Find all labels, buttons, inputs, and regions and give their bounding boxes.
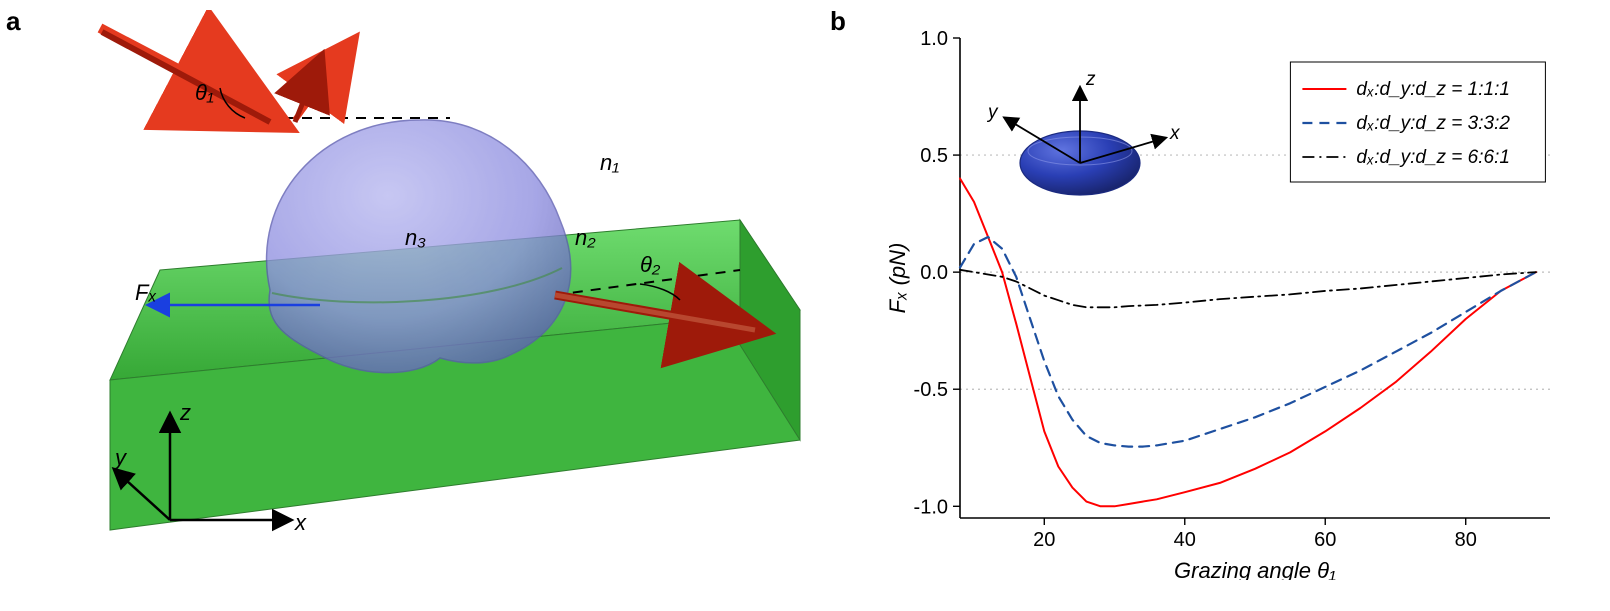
figure-root: a bbox=[0, 0, 1610, 611]
n3-label: n₃ bbox=[405, 225, 426, 250]
panel-b-label: b bbox=[830, 6, 846, 37]
reflected-rays bbox=[295, 45, 350, 122]
n2-label: n₂ bbox=[575, 225, 596, 250]
theta1-label: θ₁ bbox=[195, 80, 214, 105]
panel-a-label: a bbox=[6, 6, 20, 37]
inset-axis-label: x bbox=[1169, 123, 1181, 144]
series-ratio-3-3-2 bbox=[960, 237, 1536, 447]
x-tick-label: 20 bbox=[1033, 529, 1055, 551]
theta2-label: θ₂ bbox=[640, 252, 661, 277]
y-tick-label: 0.5 bbox=[920, 145, 948, 167]
y-tick-label: 0.0 bbox=[920, 262, 948, 284]
axis-x-label: x bbox=[294, 510, 307, 535]
x-tick-label: 60 bbox=[1314, 529, 1336, 551]
x-axis-label: Grazing angle θ₁ bbox=[1174, 558, 1336, 580]
y-tick-label: 1.0 bbox=[920, 28, 948, 50]
legend-label: dₓ:d_y:d_z = 6:6:1 bbox=[1356, 147, 1510, 168]
legend-label: dₓ:d_y:d_z = 1:1:1 bbox=[1356, 79, 1510, 100]
x-tick-label: 40 bbox=[1174, 529, 1196, 551]
incident-ray bbox=[100, 28, 275, 122]
axis-y-label: y bbox=[113, 445, 128, 470]
inset-axis-label: y bbox=[986, 102, 999, 123]
legend-label: dₓ:d_y:d_z = 3:3:2 bbox=[1356, 113, 1510, 134]
axis-z-label: z bbox=[179, 400, 191, 425]
y-tick-label: -0.5 bbox=[914, 379, 948, 401]
fx-label: Fₓ bbox=[135, 280, 157, 305]
inset-ellipsoid: x y z bbox=[986, 69, 1181, 195]
inset-axis-label: z bbox=[1085, 69, 1096, 90]
series-ratio-6-6-1 bbox=[960, 270, 1536, 308]
y-tick-label: -1.0 bbox=[914, 496, 948, 518]
n1-label: n₁ bbox=[600, 150, 619, 175]
series-ratio-1-1-1 bbox=[960, 179, 1536, 507]
y-axis-label: Fₓ (pN) bbox=[885, 243, 910, 314]
x-tick-label: 80 bbox=[1455, 529, 1477, 551]
panel-b-chart: -1.0 -0.5 0.0 0.5 1.0 20 40 60 80 Fₓ (pN) Grazing … bbox=[880, 20, 1580, 580]
panel-a-svg: θ₁ θ₂ n₁ n₂ n₃ Fₓ x y z bbox=[20, 10, 840, 590]
